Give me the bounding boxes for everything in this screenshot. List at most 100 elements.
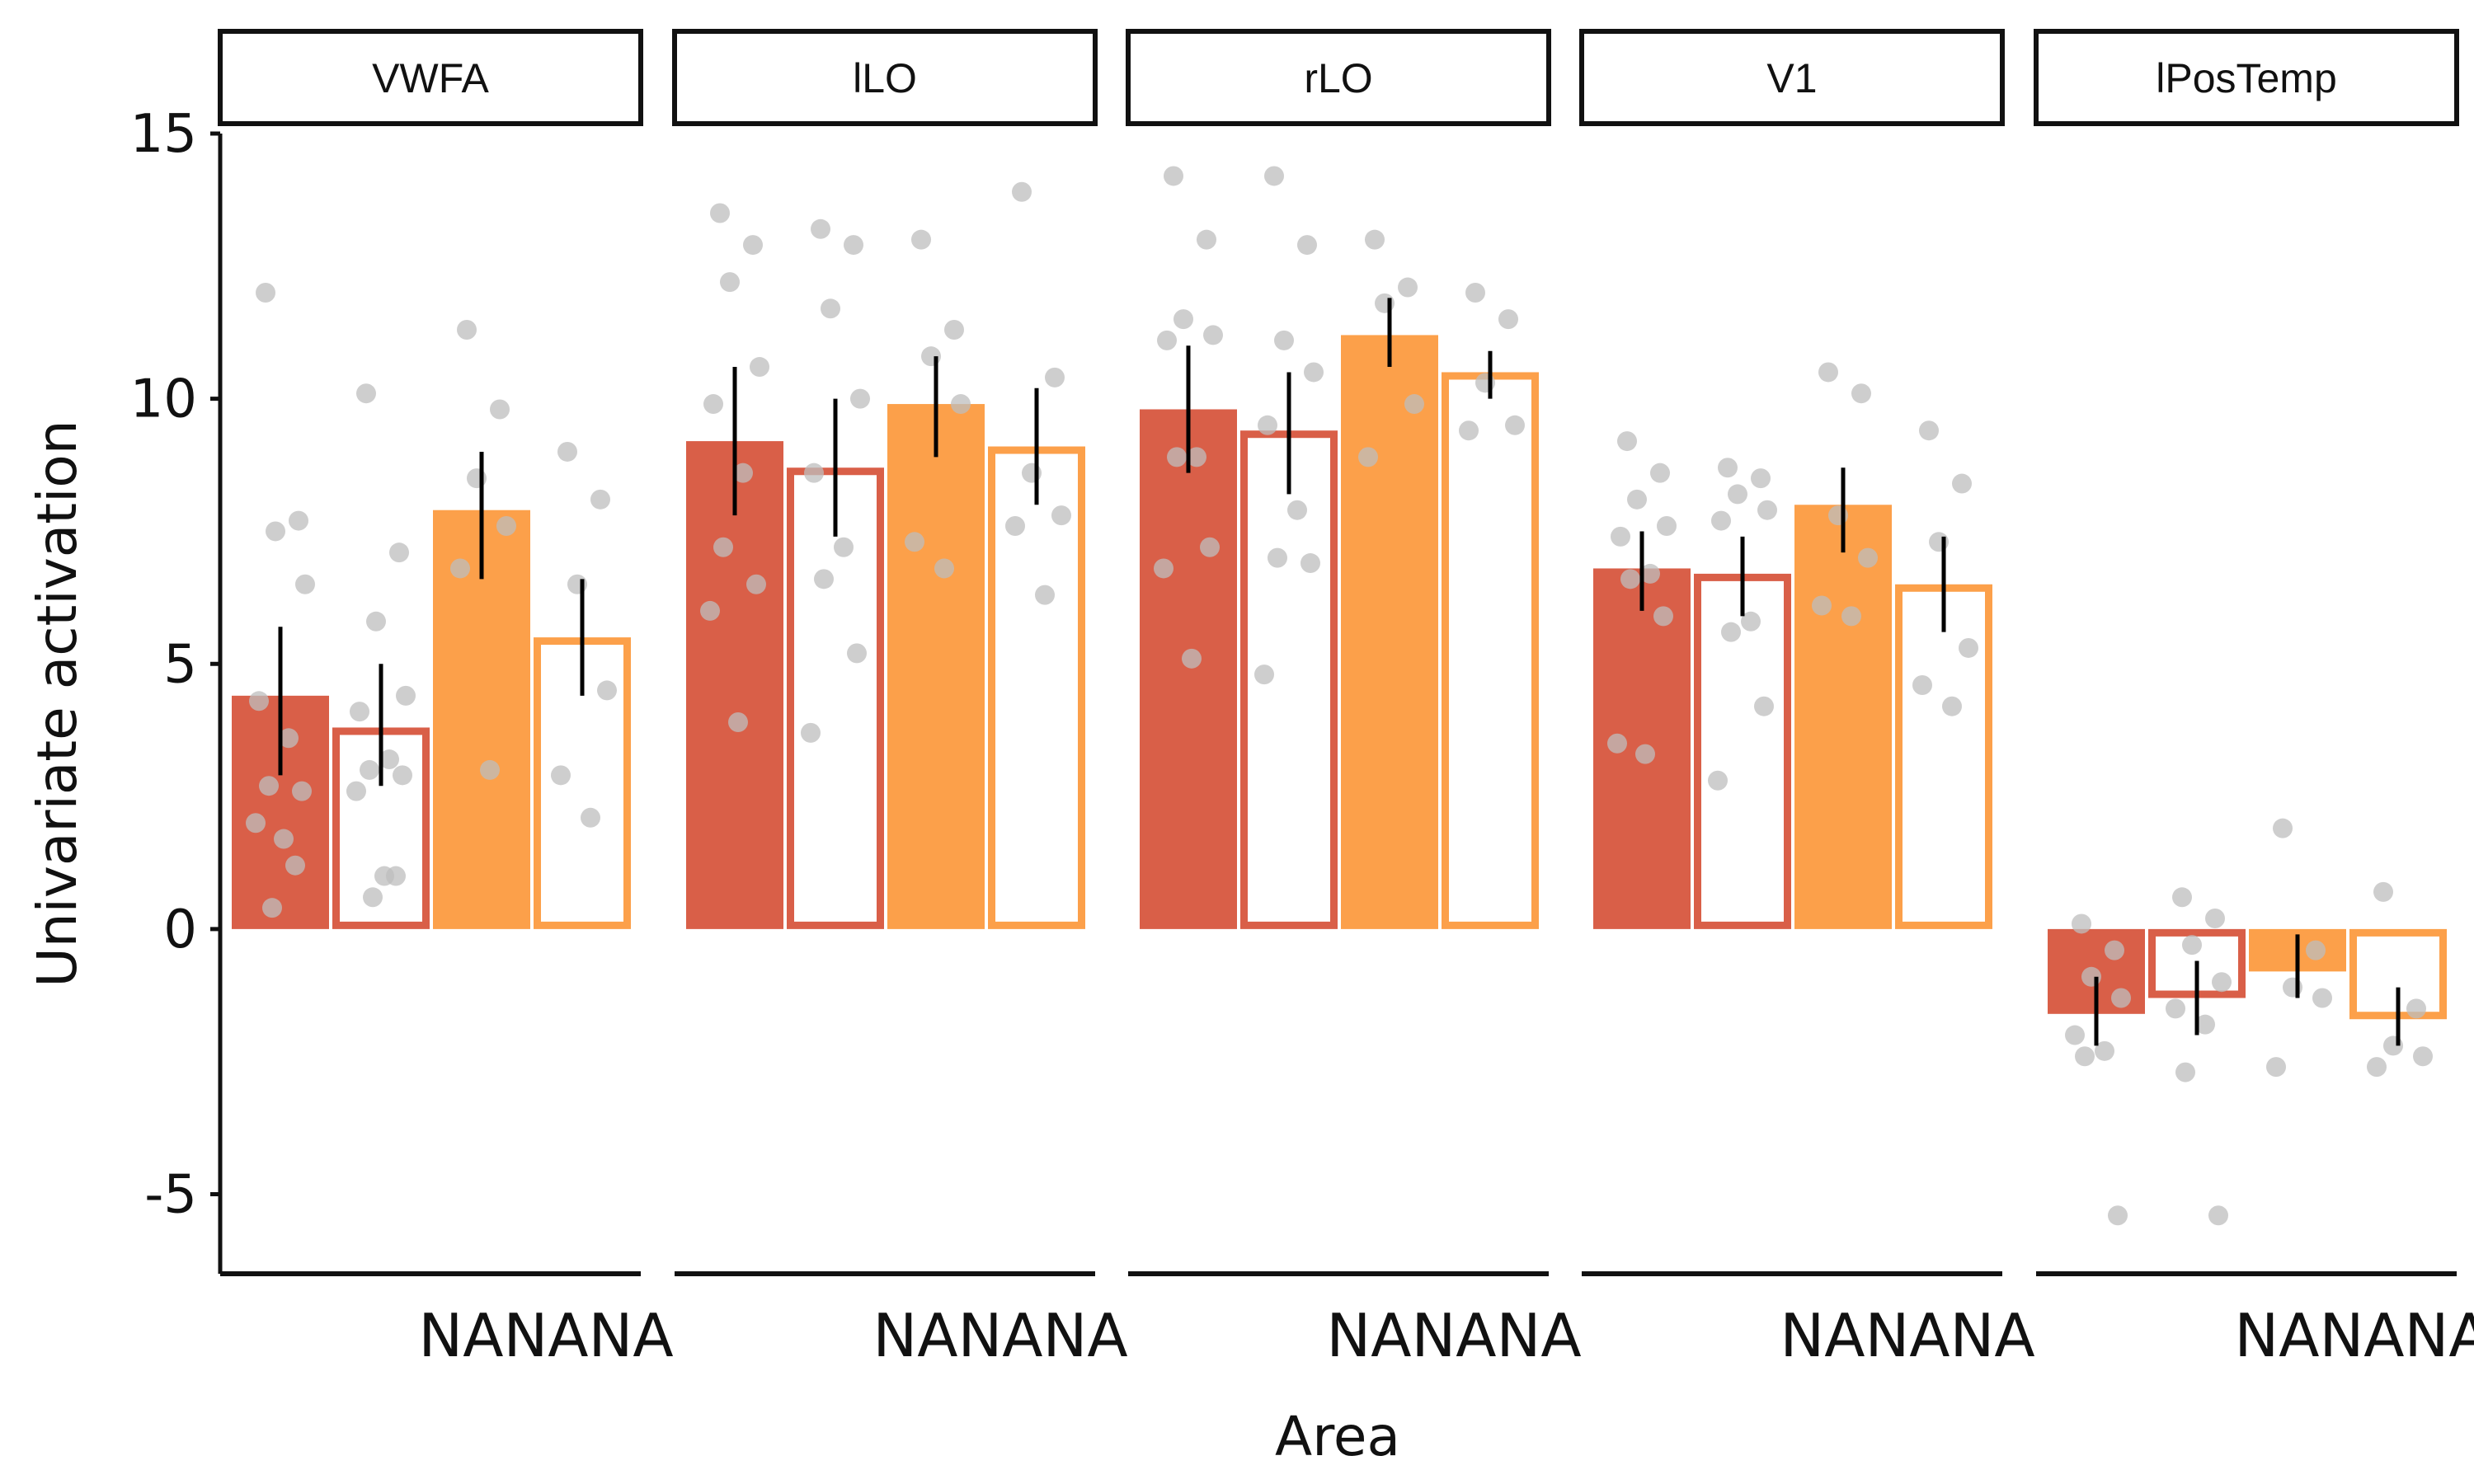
data-point xyxy=(597,680,617,701)
data-point xyxy=(1718,458,1738,478)
strip-label: rLO xyxy=(1304,55,1372,101)
y-tick-label: -5 xyxy=(144,1165,197,1226)
data-point xyxy=(1187,447,1206,467)
strip-box xyxy=(672,29,1098,126)
data-point xyxy=(1505,415,1525,435)
data-point xyxy=(289,510,308,531)
data-point xyxy=(590,489,610,510)
data-point xyxy=(700,600,720,621)
data-point xyxy=(1919,420,1939,441)
data-point xyxy=(847,643,867,664)
data-point xyxy=(1841,606,1861,627)
data-point xyxy=(356,383,376,404)
facet-panel-rlo: rLO NANANA xyxy=(1126,29,1582,1370)
data-point xyxy=(1607,733,1627,754)
data-point xyxy=(1404,394,1424,415)
data-point xyxy=(1657,516,1677,537)
facet-panels: VWFANANANAlLONANANArLONANANAV1NANANAlPos… xyxy=(218,29,2474,1370)
data-point xyxy=(728,712,748,733)
data-point xyxy=(1197,229,1216,250)
data-point xyxy=(2373,881,2393,902)
data-point xyxy=(905,532,924,552)
data-point xyxy=(1640,563,1660,584)
data-point xyxy=(249,691,269,711)
data-point xyxy=(1398,277,1418,298)
data-point xyxy=(1751,468,1771,489)
data-point xyxy=(743,235,763,256)
x-tick-label: NANANA xyxy=(872,1301,1127,1370)
data-point xyxy=(1164,166,1183,186)
data-point xyxy=(2105,940,2124,960)
data-point xyxy=(720,272,740,293)
data-point xyxy=(1818,362,1838,383)
data-point xyxy=(1650,463,1670,483)
data-point xyxy=(2172,887,2192,908)
data-point xyxy=(551,765,571,786)
strip-box xyxy=(1126,29,1551,126)
data-point xyxy=(2367,1057,2387,1078)
data-point xyxy=(457,320,477,340)
data-point xyxy=(490,399,510,420)
data-point xyxy=(1912,674,1932,695)
data-point xyxy=(804,463,824,483)
strip-label: VWFA xyxy=(372,55,489,101)
data-point xyxy=(1200,537,1220,557)
data-point xyxy=(1358,447,1378,467)
data-point xyxy=(274,829,294,849)
facet-panel-vwfa: VWFA NANANA xyxy=(218,29,674,1370)
y-axis-title: Univariate activation xyxy=(26,420,89,987)
bar xyxy=(686,441,783,929)
data-point xyxy=(2413,1046,2433,1067)
data-point xyxy=(1757,500,1777,520)
data-point xyxy=(1959,637,1978,658)
data-point xyxy=(450,558,470,579)
strip-label: lLO xyxy=(853,55,917,101)
facet-panel-v1: V1 NANANA xyxy=(1579,29,2035,1370)
data-point xyxy=(2212,972,2232,993)
data-point xyxy=(1627,489,1647,510)
data-point xyxy=(2108,1205,2128,1226)
data-point xyxy=(834,537,854,557)
y-tick-label: 0 xyxy=(163,899,197,960)
data-point xyxy=(292,781,312,801)
data-point xyxy=(911,229,931,250)
data-point xyxy=(480,759,500,780)
data-point xyxy=(733,463,753,483)
data-point xyxy=(363,887,383,908)
data-point xyxy=(1258,415,1277,435)
data-point xyxy=(1812,595,1832,616)
data-point xyxy=(1264,166,1284,186)
bar xyxy=(1694,573,1791,929)
y-axis: -5 0 5 10 15 xyxy=(130,104,223,1274)
bar xyxy=(787,467,884,929)
data-point xyxy=(2095,1040,2114,1061)
x-axis-title: Area xyxy=(1275,1405,1400,1468)
data-point xyxy=(1005,516,1025,537)
data-point xyxy=(396,685,416,706)
data-point xyxy=(1300,553,1320,574)
data-point xyxy=(379,749,399,770)
data-point xyxy=(821,298,840,319)
data-point xyxy=(496,516,516,537)
data-point xyxy=(557,441,577,462)
data-point xyxy=(750,357,769,378)
data-point xyxy=(256,282,275,303)
data-point xyxy=(2273,818,2293,838)
data-point xyxy=(1174,309,1193,330)
data-point xyxy=(1465,282,1485,303)
data-point xyxy=(393,765,412,786)
data-point xyxy=(811,218,830,239)
data-point xyxy=(295,574,315,594)
data-point xyxy=(1274,330,1294,350)
data-point xyxy=(1365,229,1385,250)
data-point xyxy=(1952,473,1972,494)
data-point xyxy=(386,866,406,886)
data-point xyxy=(389,542,409,563)
data-point xyxy=(934,558,954,579)
x-tick-label: NANANA xyxy=(1780,1301,2034,1370)
data-point xyxy=(1035,585,1055,605)
data-point xyxy=(746,574,766,594)
data-point xyxy=(259,776,279,796)
data-point xyxy=(944,320,964,340)
